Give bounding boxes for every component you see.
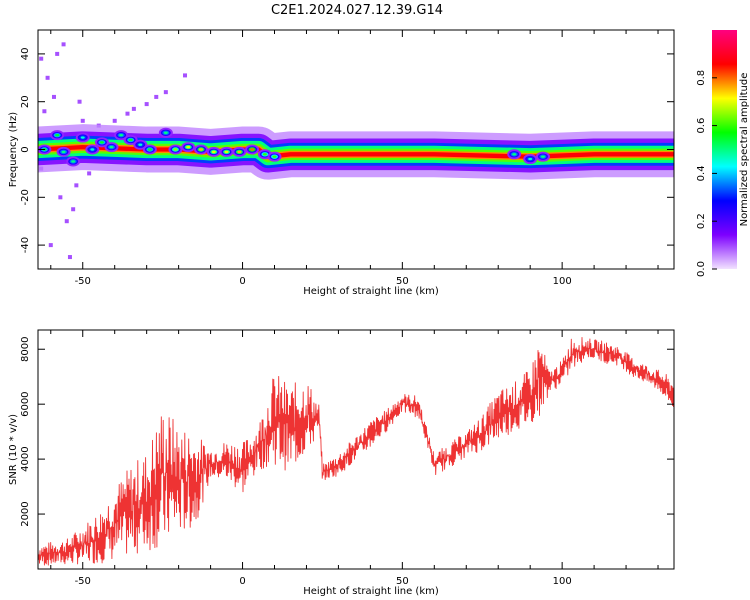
colorbar-tick-label: 0.4 [696,165,707,181]
snr-ytick-label: 6000 [20,391,31,416]
spec-ylabel: Frequency (Hz) [8,112,19,188]
noise-speck [67,255,72,260]
blob-core [211,150,216,154]
noise-speck [51,94,56,99]
blob-core [163,131,168,134]
blob-core [540,155,545,158]
snr-xlabel: Height of straight line (km) [303,586,439,597]
blob-core [61,150,66,154]
spec-ytick-label: -40 [20,237,31,253]
spec-xtick-label: 50 [396,276,409,287]
spec-xlabel: Height of straight line (km) [303,286,439,297]
noise-speck [77,99,82,104]
noise-speck [42,109,47,114]
blob-core [173,148,178,151]
blob-core [109,145,114,149]
blob-core [90,148,95,151]
colorbar-tick-label: 0.2 [696,213,707,229]
snr-series-line [38,337,674,566]
snr-chart: -50 0 50 100 2000 4000 6000 8000 Height of strai… [8,329,675,597]
blob-core [147,148,152,151]
blob-core [71,160,76,163]
snr-ytick-label: 8000 [20,337,31,362]
snr-ytick-label: 4000 [20,446,31,471]
noise-speck [48,243,53,248]
colorbar-tick-label: 0.8 [696,70,707,86]
noise-speck [131,106,136,111]
noise-speck [71,207,76,212]
noise-speck [74,183,79,188]
noise-speck [144,102,149,107]
colorbar-label: Normalized spectral amplitude [739,73,750,227]
blob-core [512,153,517,156]
spectrogram-chart: -50 0 50 100 -40 -20 0 20 40 Height of straight l… [8,29,675,297]
figure-title: C2E1.2024.027.12.39.G14 [271,3,443,18]
spec-ytick-label: 0 [20,146,31,152]
blob-core [224,150,229,154]
blob-core [99,141,104,144]
noise-speck [80,118,85,123]
noise-speck [45,75,50,80]
blob-core [55,133,60,137]
blob-core [237,150,242,154]
colorbar-gradient [712,30,737,269]
colorbar-tick-label: 0.6 [696,118,707,134]
colorbar: 0.0 0.2 0.4 0.6 0.8 Normalized spectral ampli… [696,30,750,277]
spec-ytick-label: 40 [20,48,31,61]
spec-ytick-label: -20 [20,189,31,205]
spec-xtick-label: 100 [553,276,572,287]
colorbar-tick-label: 0.0 [696,261,707,277]
noise-speck [183,73,188,78]
snr-ylabel: SNR (10 * v/v) [8,414,19,485]
spectrogram-plot-area [38,42,674,260]
blob-core [80,136,85,139]
blob-core [119,133,124,137]
spec-xtick-label: -50 [75,276,91,287]
snr-xtick-label: 0 [239,576,245,587]
snr-ytick-label: 2000 [20,501,31,526]
blob-core [272,155,277,158]
blob-core [138,143,143,146]
blob-core [128,138,133,142]
snr-xtick-label: 50 [396,576,409,587]
noise-speck [163,90,168,95]
noise-speck [55,51,60,56]
noise-speck [39,56,44,61]
blob-core [262,153,267,156]
noise-speck [125,111,130,116]
noise-speck [87,171,92,176]
noise-speck [58,195,63,200]
snr-xtick-label: 100 [553,576,572,587]
noise-speck [112,118,117,123]
blob-core [250,148,255,151]
spec-ytick-label: 20 [20,95,31,108]
noise-speck [154,94,159,99]
snr-xtick-label: -50 [75,576,91,587]
snr-frame [37,329,675,570]
noise-speck [61,42,66,47]
blob-core [528,157,533,161]
spec-xtick-label: 0 [239,276,245,287]
blob-core [198,148,203,151]
snr-plot-area [38,337,674,566]
blob-core [186,145,191,149]
noise-speck [64,219,69,224]
